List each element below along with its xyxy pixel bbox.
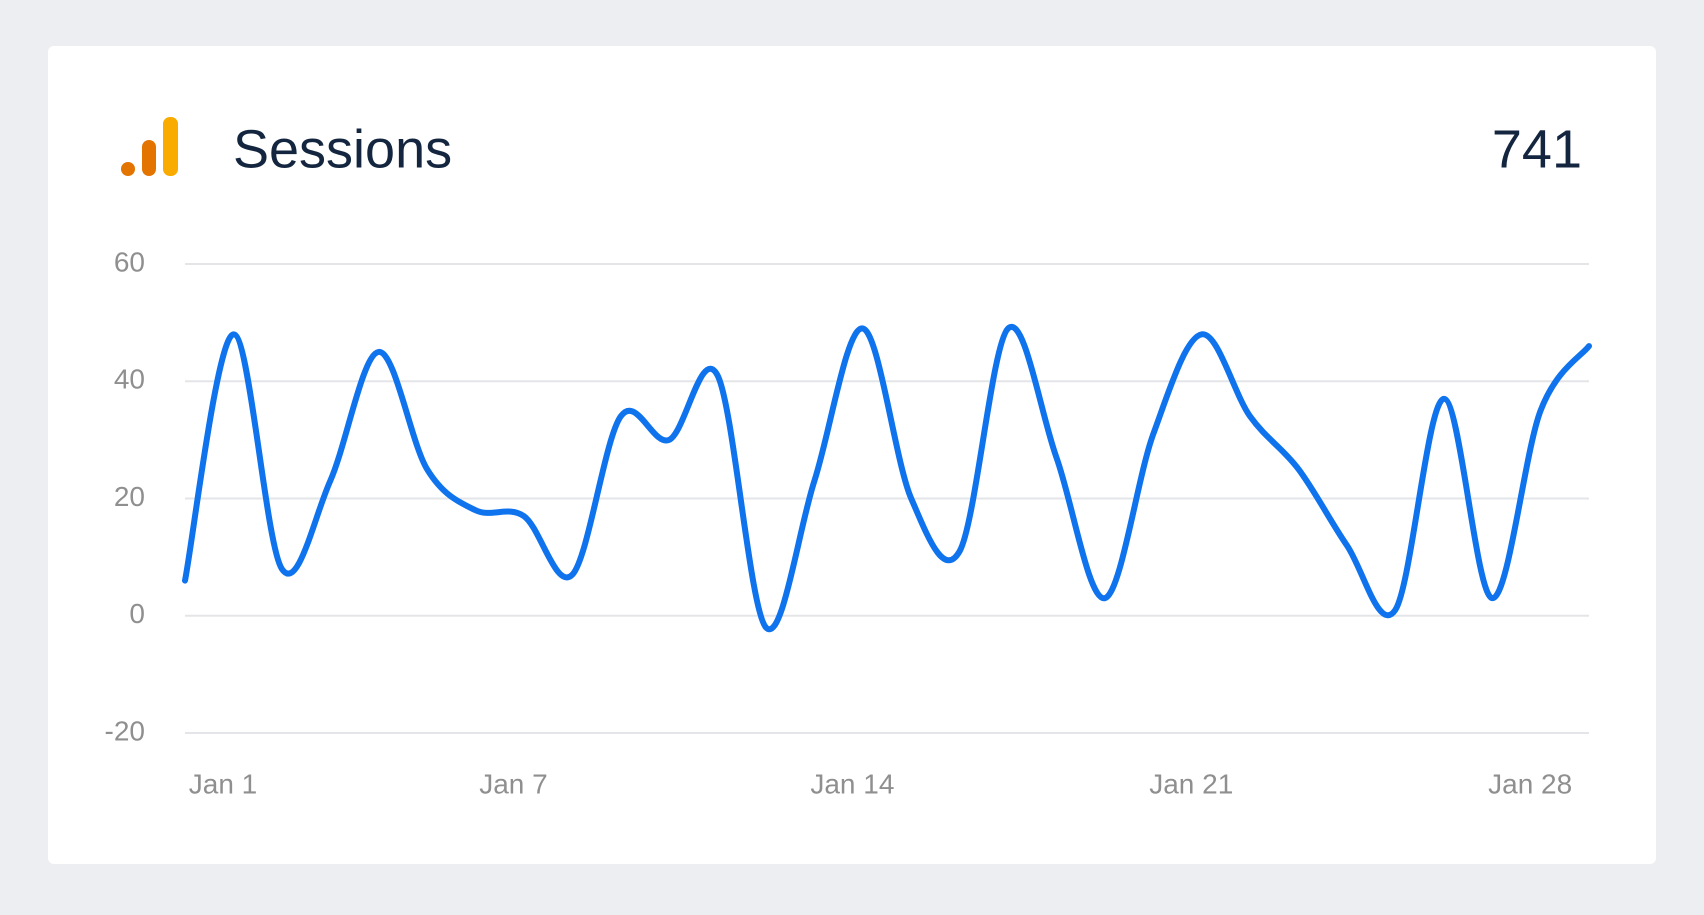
card bbox=[48, 46, 1656, 864]
total-value: 741 bbox=[1492, 119, 1582, 179]
y-tick-label: -20 bbox=[105, 715, 145, 746]
x-tick-label: Jan 7 bbox=[479, 768, 548, 799]
x-tick-label: Jan 21 bbox=[1149, 768, 1233, 799]
y-tick-label: 0 bbox=[129, 598, 145, 629]
x-tick-label: Jan 1 bbox=[189, 768, 258, 799]
y-tick-label: 20 bbox=[114, 481, 145, 512]
card-title: Sessions bbox=[233, 119, 452, 179]
x-tick-label: Jan 14 bbox=[810, 768, 894, 799]
y-tick-label: 40 bbox=[114, 364, 145, 395]
analytics-logo bbox=[121, 117, 178, 176]
y-tick-label: 60 bbox=[114, 246, 145, 277]
x-tick-label: Jan 28 bbox=[1488, 768, 1572, 799]
line-series bbox=[182, 323, 1592, 633]
